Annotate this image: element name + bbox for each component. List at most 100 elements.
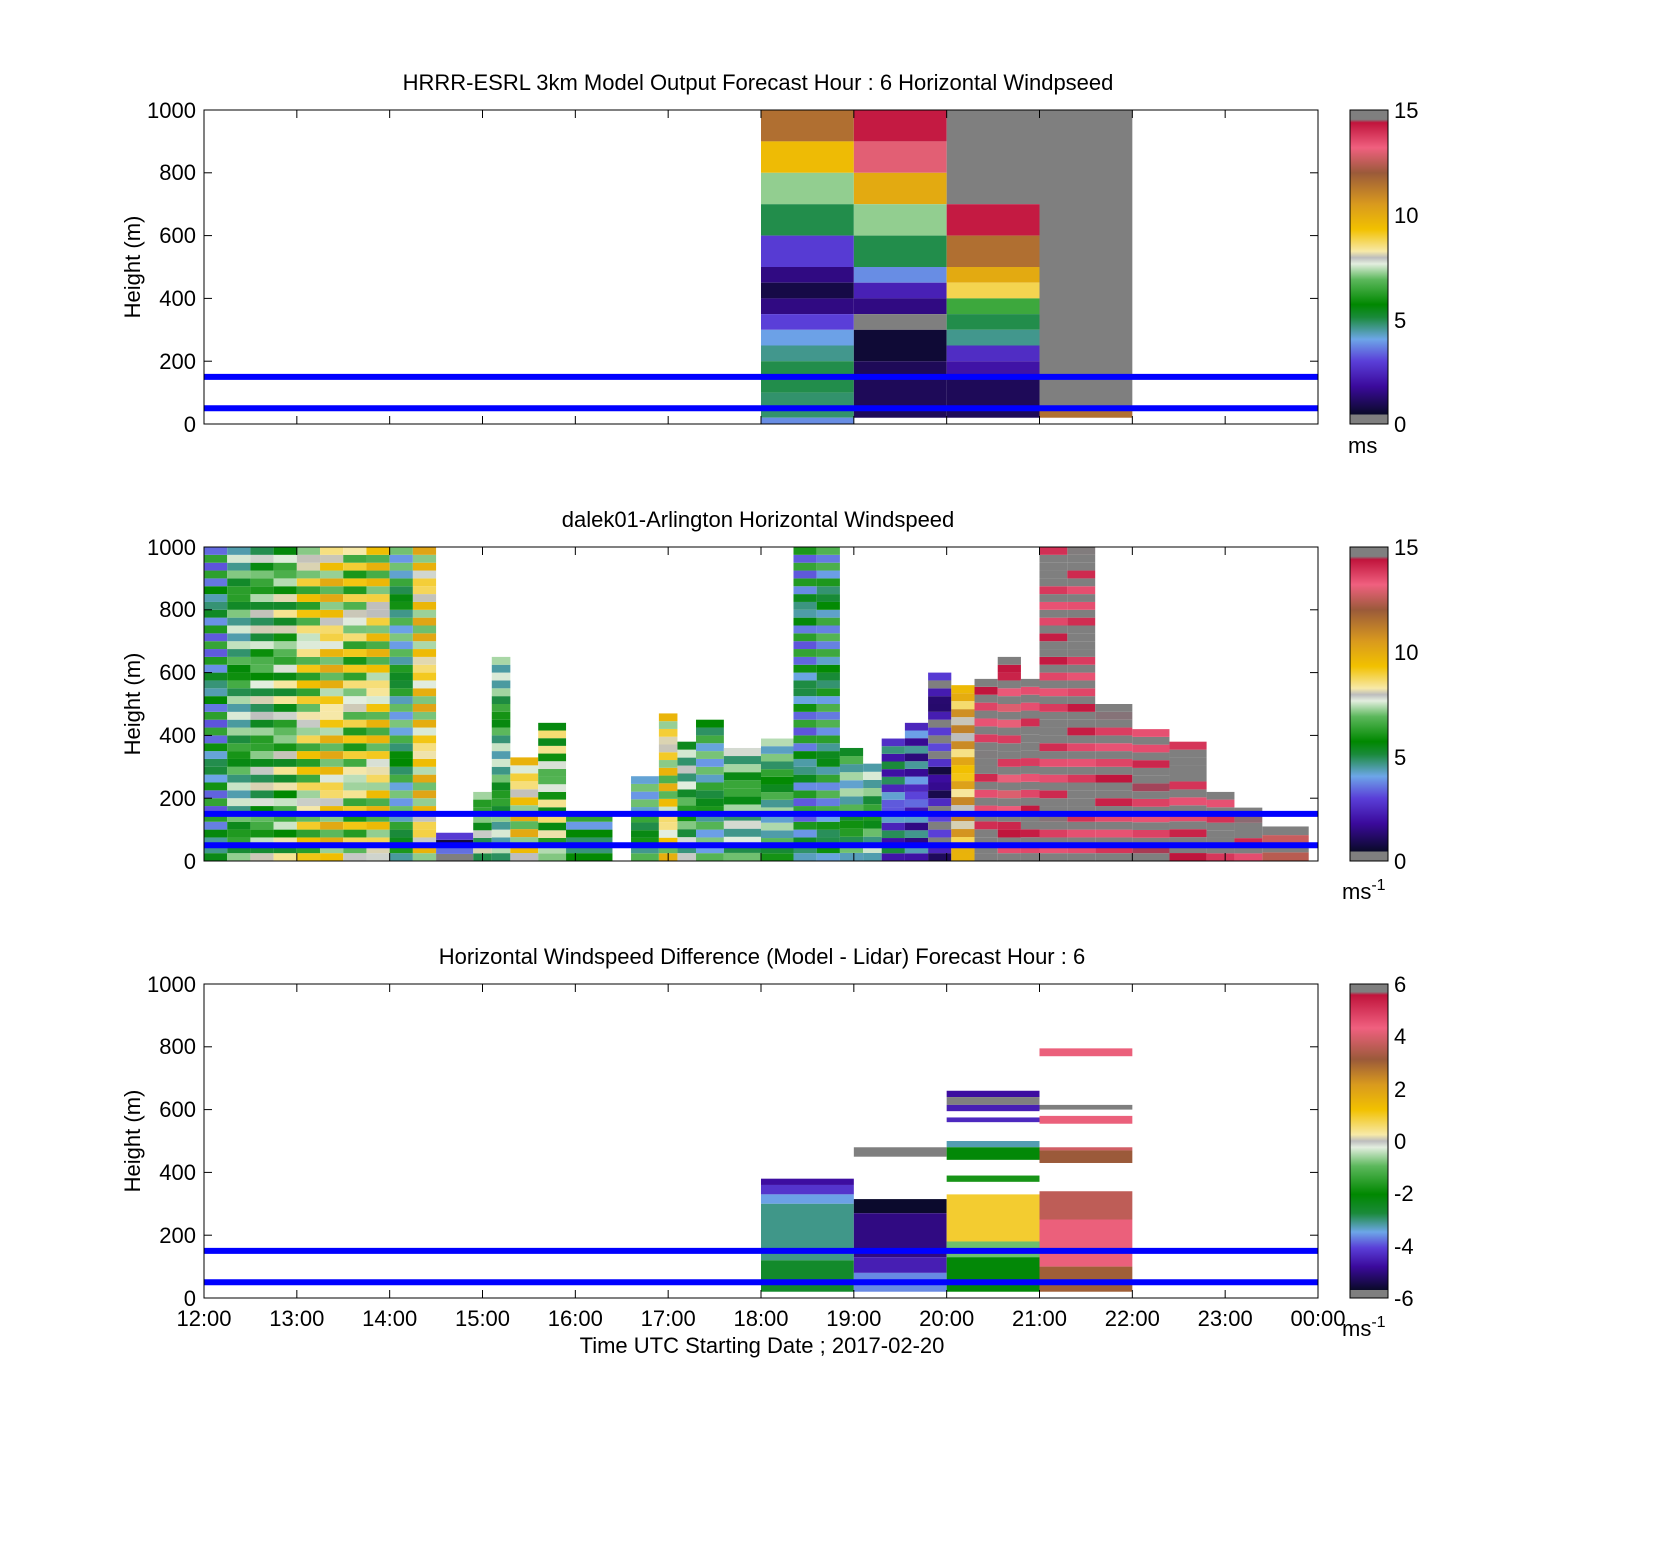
lidar-cell — [928, 806, 952, 814]
lidar-cell — [816, 806, 840, 814]
lidar-cell — [974, 837, 998, 846]
lidar-cell — [250, 633, 274, 642]
lidar-cell — [1132, 829, 1170, 838]
x-tick-label: 20:00 — [919, 1306, 974, 1331]
lidar-cell — [204, 758, 228, 767]
lidar-cell — [1169, 853, 1207, 861]
lidar-cell — [997, 743, 1021, 752]
lidar-cell — [1020, 853, 1040, 861]
lidar-cell — [204, 711, 228, 720]
lidar-cell — [761, 815, 794, 823]
lidar-cell — [227, 680, 251, 689]
lidar-cell — [296, 547, 321, 555]
lidar-cell — [320, 680, 344, 689]
x-tick-label: 16:00 — [548, 1306, 603, 1331]
lidar-cell — [412, 696, 437, 704]
lidar-cell — [1132, 752, 1170, 761]
lidar-cell — [658, 791, 678, 799]
lidar-cell — [951, 693, 975, 702]
lidar-cell — [997, 790, 1021, 799]
lidar-cell — [677, 797, 697, 806]
panel-model-cbar-tick-5: 5 — [1394, 308, 1406, 333]
lidar-cell — [816, 735, 840, 744]
panel-lidar-cbar-tick-0: 0 — [1394, 849, 1406, 874]
heatmap-cell — [946, 1141, 1040, 1148]
lidar-cell — [366, 594, 390, 602]
lidar-cell — [839, 788, 864, 797]
lidar-cell — [250, 751, 274, 759]
heatmap-cell — [1039, 1147, 1133, 1151]
lidar-cell — [227, 821, 251, 830]
panel-model-cells — [761, 110, 1133, 424]
lidar-cell — [538, 822, 567, 831]
lidar-cell — [761, 746, 794, 754]
lidar-cell — [658, 744, 678, 753]
lidar-cell — [793, 688, 817, 697]
lidar-cell — [389, 782, 413, 791]
lidar-cell — [389, 790, 413, 799]
heatmap-cell — [946, 1175, 1040, 1182]
lidar-cell — [204, 601, 228, 610]
lidar-cell — [1234, 845, 1263, 854]
lidar-cell — [997, 758, 1021, 767]
lidar-cell — [951, 717, 975, 726]
panel-lidar-ytick-200: 200 — [159, 786, 196, 811]
lidar-cell — [250, 680, 274, 689]
lidar-cell — [1067, 727, 1096, 736]
lidar-cell — [696, 758, 724, 767]
lidar-cell — [273, 774, 297, 783]
lidar-cell — [250, 853, 274, 861]
lidar-cell — [816, 633, 840, 642]
lidar-cell — [412, 570, 437, 579]
lidar-cell — [473, 845, 492, 854]
heatmap-cell — [946, 361, 1040, 377]
panel-model-ytick-800: 800 — [159, 160, 196, 185]
lidar-cell — [412, 664, 437, 673]
lidar-cell — [343, 641, 367, 650]
lidar-cell — [412, 617, 437, 626]
lidar-cell — [343, 570, 367, 579]
lidar-cell — [343, 656, 367, 665]
lidar-cell — [510, 829, 539, 838]
lidar-cell — [974, 710, 998, 719]
lidar-cell — [951, 797, 975, 806]
lidar-cell — [491, 719, 511, 728]
lidar-cell — [1020, 710, 1040, 719]
lidar-cell — [1067, 578, 1096, 587]
lidar-cell — [974, 821, 998, 830]
lidar-cell — [320, 601, 344, 610]
lidar-cell — [412, 578, 437, 587]
lidar-cell — [227, 735, 251, 744]
lidar-cell — [204, 782, 228, 791]
lidar-cell — [696, 829, 724, 838]
lidar-cell — [412, 806, 437, 814]
panel-model: HRRR-ESRL 3km Model Output Forecast Hour… — [120, 70, 1418, 458]
lidar-cell — [904, 776, 929, 785]
lidar-cell — [1095, 735, 1133, 744]
lidar-cell — [816, 649, 840, 657]
lidar-cell — [793, 570, 817, 579]
lidar-cell — [816, 743, 840, 752]
lidar-cell — [1039, 625, 1068, 634]
heatmap-cell — [946, 1257, 1040, 1292]
lidar-cell — [343, 845, 367, 854]
lidar-cell — [677, 845, 697, 854]
lidar-cell — [1206, 791, 1235, 800]
heatmap-cell — [761, 1194, 854, 1204]
lidar-cell — [997, 751, 1021, 759]
heatmap-cell — [946, 1090, 1040, 1098]
lidar-cell — [863, 836, 882, 845]
lidar-cell — [320, 845, 344, 854]
lidar-cell — [320, 727, 344, 736]
lidar-cell — [1067, 711, 1096, 720]
lidar-cell — [227, 853, 251, 861]
lidar-cell — [1067, 719, 1096, 728]
lidar-cell — [273, 656, 297, 665]
lidar-cell — [389, 743, 413, 752]
lidar-cell — [389, 680, 413, 689]
lidar-cell — [631, 822, 659, 831]
lidar-cell — [816, 641, 840, 650]
lidar-cell — [273, 837, 297, 846]
lidar-cell — [366, 806, 390, 814]
lidar-cell — [1067, 774, 1096, 783]
